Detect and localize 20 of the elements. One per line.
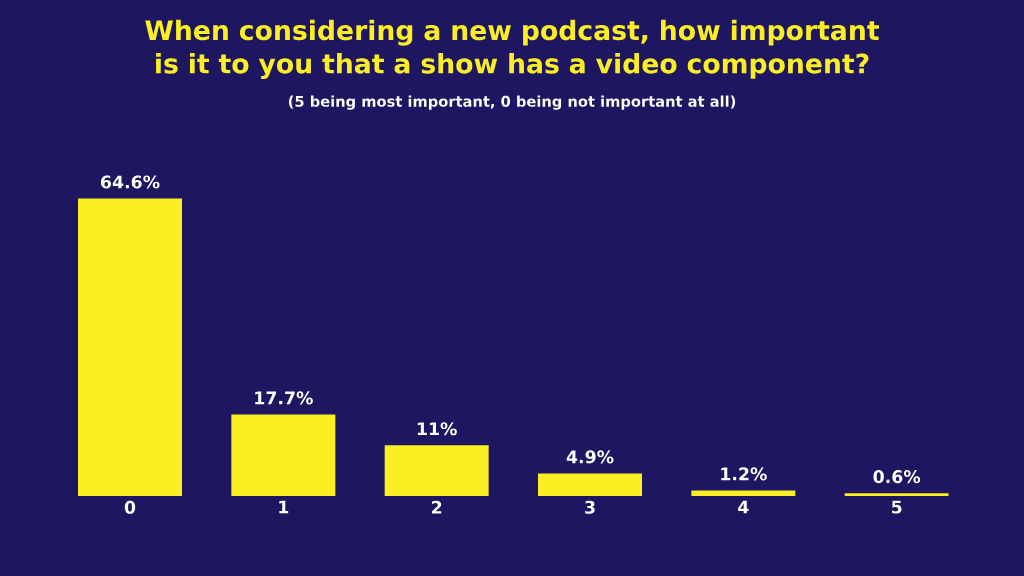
- x-tick-label: 4: [738, 500, 749, 514]
- data-label: 64.6%: [101, 175, 160, 189]
- x-tick-label: 1: [279, 500, 289, 514]
- bar: [691, 490, 796, 496]
- data-label: 4.9%: [566, 450, 614, 464]
- x-tick-label: 0: [124, 500, 136, 514]
- bar: [231, 414, 336, 496]
- bar: [844, 493, 949, 496]
- x-tick-label: 5: [891, 500, 902, 514]
- bar: [384, 445, 489, 496]
- bar: [538, 473, 643, 496]
- x-tick-label: 3: [585, 500, 595, 514]
- data-label: 1.2%: [721, 467, 767, 481]
- chart-subtitle: (5 being most important, 0 being not important at all): [288, 95, 736, 110]
- data-label: 17.7%: [255, 391, 313, 405]
- bar: [78, 198, 183, 496]
- chart-title: When considering a new podcast, how important is it to you that a show has a video component?: [145, 19, 879, 79]
- x-tick-label: 2: [432, 500, 442, 514]
- data-label: 11%: [417, 422, 457, 436]
- data-label: 0.6%: [873, 470, 921, 484]
